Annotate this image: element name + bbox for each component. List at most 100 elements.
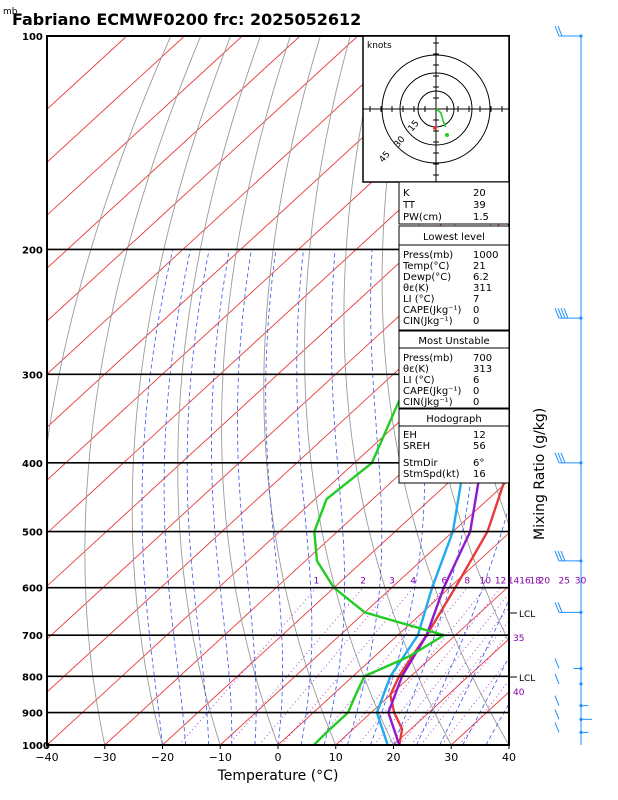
ll-temp-label: Temp(°C) [402, 261, 450, 272]
most-unstable-box [398, 330, 510, 409]
x-tick-label: −10 [209, 751, 232, 764]
pressure-tick-label: 800 [22, 672, 43, 683]
mixing-ratio-line [441, 657, 509, 745]
isotherm-line [47, 320, 509, 745]
wind-barb-flag [560, 307, 566, 319]
mixing-ratio-label: 25 [558, 577, 569, 587]
ll-cape-label: CAPE(Jkg⁻¹) [403, 305, 461, 316]
mu-cin-label: CIN(Jkg⁻¹) [403, 397, 453, 408]
wind-barb-flag [554, 307, 560, 319]
wind-barb-flag [554, 658, 560, 669]
dry-adiabat [221, 36, 291, 745]
isotherm-line [277, 532, 509, 745]
mu-press-label: Press(mb) [403, 353, 453, 364]
ll-cin-value: 0 [473, 316, 479, 327]
wind-barb-flag [554, 709, 560, 720]
wind-barb-dot [579, 316, 583, 320]
wind-barb-dot [579, 704, 583, 708]
moist-adiabat [211, 249, 233, 745]
wind-barb-dot [579, 730, 583, 735]
mixing-ratio-label: 10 [480, 577, 492, 587]
x-tick-label: −30 [93, 751, 116, 764]
wind-barb-flag [557, 25, 563, 37]
chart-title: Fabriano ECMWF0200 frc: 2025052612 [12, 10, 361, 29]
moist-adiabat [508, 744, 509, 745]
pressure-unit-label: mb [3, 7, 18, 17]
hs-stmspd-value: 16 [473, 469, 486, 480]
wind-barb-dot [579, 559, 583, 563]
ll-li-label: LI (°C) [403, 294, 435, 305]
mixing-ratio-line [410, 620, 509, 745]
pressure-tick-label: 400 [22, 459, 43, 470]
wind-barb-flag [557, 550, 563, 562]
x-tick-label: 20 [387, 751, 401, 764]
lowest-level-box [398, 225, 510, 331]
isotherm-line [47, 36, 359, 322]
ll-temp-value: 21 [473, 261, 486, 272]
mixing-ratio-label: 2 [360, 577, 366, 587]
most-unstable-panel: Most Unstable Press(mb) 700 θε(K) 313 LI… [398, 330, 510, 409]
mu-press-value: 700 [473, 353, 492, 364]
wind-barb-flag [554, 25, 560, 37]
isotherm-line [335, 585, 509, 745]
mixing-ratio-label: 12 [495, 577, 506, 587]
mixing-ratio-label: 1 [313, 577, 319, 587]
isotherm-line [47, 214, 509, 640]
pressure-tick-label: 100 [22, 32, 43, 43]
lcl-label-2: LCL [519, 674, 535, 684]
pressure-tick-label: 600 [22, 584, 43, 595]
mixing-ratio-line [373, 587, 501, 745]
mixing-ratio-line [178, 587, 317, 745]
mixing-ratio-label: 4 [410, 577, 416, 587]
hodo-storm-motion [433, 126, 437, 130]
x-tick-label: 30 [444, 751, 458, 764]
hs-eh-label: EH [403, 430, 417, 441]
mu-li-value: 6 [473, 375, 479, 386]
pressure-tick-label: 200 [22, 245, 43, 256]
mixing-ratio-line [399, 607, 509, 745]
x-tick-label: 0 [275, 751, 282, 764]
wind-barb-flag [557, 602, 563, 613]
hodo-trace [435, 108, 447, 128]
moist-adiabat [163, 249, 191, 745]
mixing-ratio-labels: 1234681012141618202530 [313, 577, 586, 587]
wind-barb-dot [579, 461, 583, 465]
isotherm-line [162, 426, 509, 745]
dry-adiabat [131, 36, 232, 745]
temperature-ticks: −40 −30 −20 −10 0 10 20 30 40 [35, 745, 516, 764]
ll-press-label: Press(mb) [403, 250, 453, 261]
wind-barb-flag [560, 550, 566, 562]
pressure-tick-label: 700 [22, 631, 43, 642]
isotherm-line [47, 36, 416, 375]
mixing-ratio-label: 3 [389, 577, 395, 587]
ll-thetae-label: θε(K) [403, 283, 429, 294]
hodograph-stats-heading: Hodograph [426, 414, 481, 425]
wind-barb-flag [554, 695, 560, 706]
moist-adiabat [186, 249, 210, 745]
isotherm-line [508, 744, 509, 745]
mixing-ratio-line [228, 587, 364, 745]
hodograph: knots 15 30 45 [362, 35, 510, 183]
moist-adiabat [323, 249, 345, 745]
isotherm-line [47, 161, 509, 587]
mixing-ratio-label: 6 [441, 577, 447, 587]
mixing-ratio-line [387, 592, 509, 745]
background-grid [47, 36, 618, 760]
isotherm-line [219, 479, 509, 745]
index-value-k: 20 [473, 188, 486, 199]
mixing-ratio-label: 16 [519, 577, 531, 587]
dry-adiabat [588, 36, 618, 760]
x-tick-label: −20 [151, 751, 174, 764]
mu-li-label: LI (°C) [403, 375, 435, 386]
index-label-pw: PW(cm) [403, 212, 442, 223]
isotherm-line [47, 36, 185, 163]
lowest-level-heading: Lowest level [423, 232, 485, 243]
dry-adiabat [556, 36, 618, 760]
wind-barb-dot [579, 682, 583, 686]
moist-adiabat [346, 249, 383, 745]
theta-e-label-40: 40 [513, 688, 525, 698]
isotherm-line [47, 36, 128, 110]
wind-barb-flag [554, 722, 560, 733]
mixing-ratio-label: 8 [464, 577, 470, 587]
dry-adiabat [343, 36, 452, 745]
